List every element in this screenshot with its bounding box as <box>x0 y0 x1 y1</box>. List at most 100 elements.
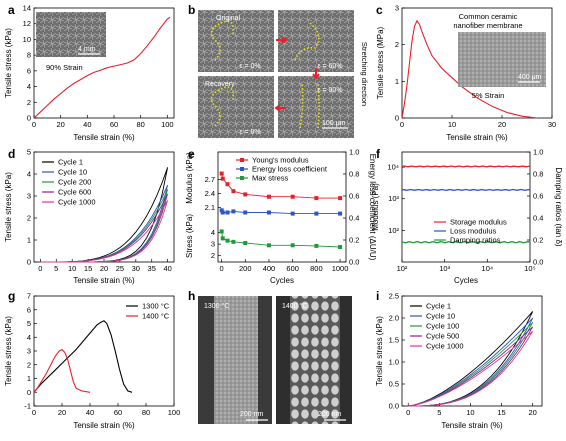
fiber-trace <box>299 83 320 129</box>
tile-label: Recovery <box>205 81 235 88</box>
series-line <box>33 320 133 393</box>
y-tick-label: 10³ <box>388 194 399 203</box>
fiber-trace <box>210 20 235 61</box>
x-tick-label: 5 <box>437 408 441 417</box>
y-tick-label: 0 <box>27 388 31 397</box>
legend-label: Storage modulus <box>450 218 507 227</box>
y-tick-label-right: 0.6 <box>349 192 359 201</box>
y-tick-label: 2.0 <box>389 314 399 323</box>
fiber-trace <box>294 21 320 61</box>
y-tick-label: 12 <box>23 19 31 28</box>
x-tick-label: 60 <box>110 120 118 129</box>
x-axis-label: Tensile strain (%) <box>73 133 135 142</box>
plot-frame <box>401 295 543 407</box>
y-tick-label-right: 0.2 <box>533 236 543 245</box>
y-axis-label: Tensile stress (MPa) <box>376 26 385 99</box>
scale-bar-label: 200 nm <box>240 411 264 418</box>
arrow-right-icon <box>276 36 288 44</box>
panel-label-c: c <box>376 3 383 17</box>
data-point <box>225 238 230 243</box>
x-tick-label: 0 <box>400 120 404 129</box>
y-tick-label: 7 <box>27 292 31 301</box>
y-axis-label-top: Modulus (kPa) <box>185 152 194 204</box>
y-tick-label: 0 <box>27 114 31 123</box>
legend-label: Cycle 1 <box>426 302 451 311</box>
chart-title-line2: nanofiber membrane <box>453 21 522 30</box>
panel-label-f: f <box>376 147 381 161</box>
legend-label: Cycle 10 <box>58 168 87 177</box>
tile-strain: ε = 0% <box>239 129 260 136</box>
series-line <box>401 188 531 191</box>
panel-label-b: b <box>188 3 195 17</box>
y-tick-label: 1 <box>395 77 399 86</box>
y-tick-label: 4 <box>27 333 31 342</box>
data-point <box>338 211 343 216</box>
image-label: 1400 °C <box>282 302 307 310</box>
data-point <box>243 241 248 245</box>
sem-tile-60 <box>278 10 354 72</box>
legend-label: Energy loss coefficient <box>252 165 328 174</box>
legend-label: Max stress <box>252 174 289 183</box>
x-tick-label: 20 <box>56 120 64 129</box>
data-point <box>220 176 225 181</box>
series-loop <box>40 200 169 263</box>
x-axis-label: Cycles <box>454 276 478 285</box>
series-line <box>401 240 531 244</box>
legend-label: Young's modulus <box>252 156 309 165</box>
panel-label-e: e <box>188 147 195 161</box>
y-tick-label-right: 0.0 <box>349 258 359 267</box>
data-point <box>225 182 230 187</box>
data-point <box>338 245 343 250</box>
panel-label-g: g <box>8 289 15 303</box>
plot-frame <box>217 151 347 263</box>
inset-photo <box>458 32 546 87</box>
y-tick-label: 2 <box>27 214 31 223</box>
data-point <box>225 210 230 215</box>
fiber-trace <box>210 86 235 127</box>
x-tick-label: 10 <box>466 408 474 417</box>
x-tick-label: 15 <box>497 408 505 417</box>
data-point <box>231 189 236 194</box>
stretching-direction-label: Stretching direction <box>360 42 369 106</box>
series-line <box>401 165 531 168</box>
legend-label: Cycle 500 <box>426 332 459 341</box>
y-tick-label: 2.5 <box>389 292 399 301</box>
chart-title-line1: Common ceramic <box>459 12 518 21</box>
plot-frame <box>401 151 531 263</box>
y-tick-label: 4 <box>27 82 31 91</box>
legend-label: Cycle 1000 <box>426 342 464 351</box>
y-tick-label-right: 0.8 <box>533 170 543 179</box>
image-label: 1300 °C <box>204 302 229 310</box>
y-tick-label-bottom: 3 <box>211 240 215 249</box>
panel-label-i: i <box>376 289 379 303</box>
x-tick-label: 10⁴ <box>482 264 494 273</box>
y-tick-label: 2 <box>395 40 399 49</box>
x-tick-label: 80 <box>142 408 150 417</box>
y-tick-label-right: 0.4 <box>349 214 359 223</box>
y-axis-label: Tensile stress (kPa) <box>4 172 13 242</box>
series-line <box>33 348 91 393</box>
x-tick-label: 100 <box>161 120 174 129</box>
legend-label: Loss modulus <box>450 227 497 236</box>
sem-fiber-1300 <box>214 296 258 424</box>
plot-frame <box>401 7 553 119</box>
data-point <box>219 229 224 234</box>
x-tick-label: 80 <box>136 120 144 129</box>
arrow-down-icon <box>312 68 320 80</box>
data-point <box>290 243 295 248</box>
y-tick-label: 10 <box>23 35 31 44</box>
y-tick-label-right: 0.6 <box>533 192 543 201</box>
tile-strain: ε = 0% <box>239 63 260 70</box>
data-point <box>231 209 236 214</box>
data-point <box>220 210 225 215</box>
x-tick-label: 40 <box>163 264 171 273</box>
panel-f: 10² 10³ 10⁴ 10⁵10²10³10⁴0.00.20.40.60.81.0 … <box>371 148 563 286</box>
y-tick-label: 3 <box>395 4 399 13</box>
tile-strain: ε = 90% <box>317 87 342 94</box>
x-tick-label: 20 <box>528 408 536 417</box>
x-tick-label: 0 <box>219 264 223 273</box>
y-tick-label: 0 <box>27 258 31 267</box>
panel-b: Original ε = 0% ε = 60% Recovery ε = 0% … <box>198 10 369 138</box>
